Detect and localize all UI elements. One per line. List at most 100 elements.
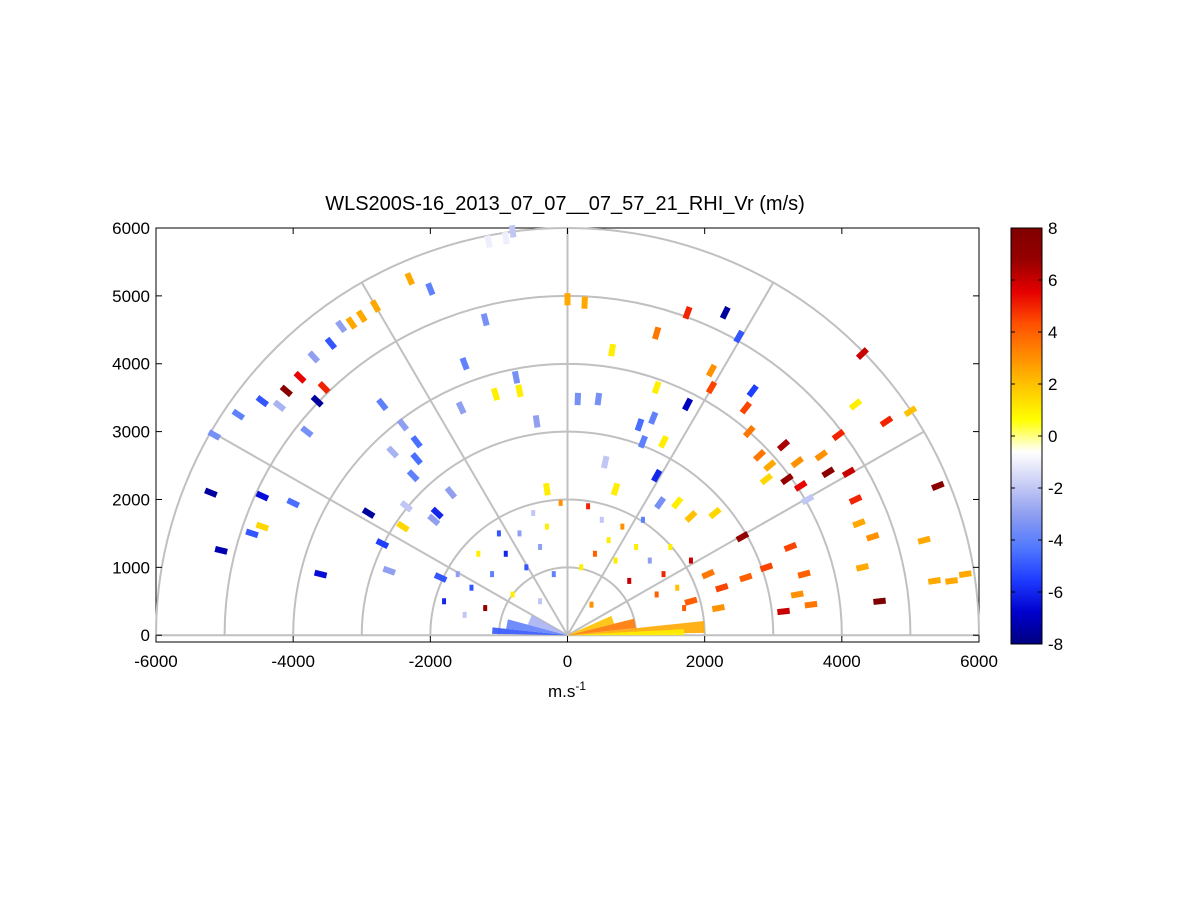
data-point	[538, 543, 543, 550]
data-point	[790, 590, 804, 599]
data-point	[640, 516, 645, 523]
data-point	[592, 550, 597, 557]
data-point	[501, 231, 510, 245]
data-point	[404, 272, 415, 286]
y-tick-label: 4000	[112, 355, 150, 374]
data-point	[654, 496, 667, 510]
y-tick-label: 0	[141, 626, 150, 645]
data-point	[651, 468, 663, 483]
data-point	[455, 401, 467, 415]
data-point	[386, 445, 400, 459]
data-point	[675, 584, 680, 591]
data-point	[793, 480, 808, 492]
data-point	[865, 532, 880, 542]
data-point	[651, 380, 662, 395]
colorbar	[1010, 227, 1043, 645]
data-point	[396, 418, 410, 432]
data-point	[300, 425, 314, 438]
colorbar-ticks: -8 -6 -4 -2 0 2 4 6 8	[1011, 219, 1063, 654]
data-point	[637, 434, 648, 449]
data-point	[279, 384, 293, 398]
x-tick-label: -2000	[409, 652, 452, 671]
data-point	[544, 523, 549, 530]
data-point	[777, 607, 791, 616]
data-point	[711, 604, 725, 613]
data-point	[879, 415, 894, 428]
data-point	[742, 425, 756, 439]
x-axis-label-superscript: -1	[575, 679, 586, 693]
data-point	[506, 619, 568, 636]
data-point	[821, 466, 835, 479]
y-tick-label: 3000	[112, 423, 150, 442]
data-point	[272, 399, 287, 412]
x-tick-label: -6000	[134, 652, 177, 671]
data-point	[814, 449, 829, 462]
y-tick-label: 5000	[112, 287, 150, 306]
colorbar-tick-label: 2	[1048, 375, 1057, 394]
data-point	[462, 611, 467, 618]
data-point	[931, 480, 945, 491]
data-point	[375, 538, 390, 550]
data-point	[406, 469, 420, 483]
data-point	[804, 600, 818, 609]
data-point	[705, 380, 718, 395]
data-point	[658, 434, 669, 449]
y-tick-label: 6000	[112, 219, 150, 238]
data-point	[780, 473, 794, 486]
data-point	[444, 486, 458, 500]
data-point	[606, 537, 611, 544]
data-point	[376, 397, 389, 412]
data-point	[613, 557, 618, 564]
data-point	[733, 329, 745, 344]
data-point	[589, 601, 594, 608]
data-point	[852, 518, 866, 529]
y-tick-label: 2000	[112, 490, 150, 509]
colorbar-tick-label: 0	[1048, 427, 1057, 446]
data-point	[581, 296, 588, 309]
data-point	[490, 571, 495, 578]
data-point	[293, 370, 307, 384]
data-point	[671, 496, 684, 510]
data-point	[567, 618, 636, 636]
data-point	[245, 528, 259, 539]
data-point	[204, 487, 218, 498]
data-point	[286, 497, 301, 509]
data-point	[255, 521, 270, 532]
data-point	[508, 224, 517, 238]
data-point	[396, 520, 410, 533]
data-point	[399, 500, 414, 513]
data-point	[608, 343, 616, 357]
data-point	[682, 397, 694, 412]
data-point	[524, 564, 529, 571]
data-points	[204, 224, 972, 636]
data-point	[567, 615, 615, 636]
data-point	[382, 565, 397, 576]
data-point	[532, 414, 541, 428]
data-point	[701, 568, 715, 580]
data-point	[510, 591, 515, 598]
data-point	[594, 392, 603, 406]
colorbar-tick-label: 4	[1048, 323, 1057, 342]
data-point	[945, 577, 959, 585]
data-point	[476, 550, 481, 557]
data-point	[469, 584, 474, 591]
data-point	[790, 456, 804, 469]
data-point	[610, 482, 621, 497]
data-point	[654, 591, 659, 598]
data-point	[647, 557, 652, 564]
data-point	[574, 392, 582, 406]
data-point	[746, 384, 759, 398]
data-point	[903, 405, 918, 418]
data-point	[648, 411, 659, 425]
colorbar-tick-label: 8	[1048, 219, 1057, 238]
x-axis-label-base: m.s	[548, 682, 575, 701]
data-point	[543, 482, 551, 496]
data-point	[719, 306, 731, 320]
data-point	[214, 545, 228, 555]
data-point	[335, 319, 348, 334]
data-point	[455, 571, 460, 578]
data-point	[688, 557, 693, 564]
data-point	[317, 381, 331, 394]
